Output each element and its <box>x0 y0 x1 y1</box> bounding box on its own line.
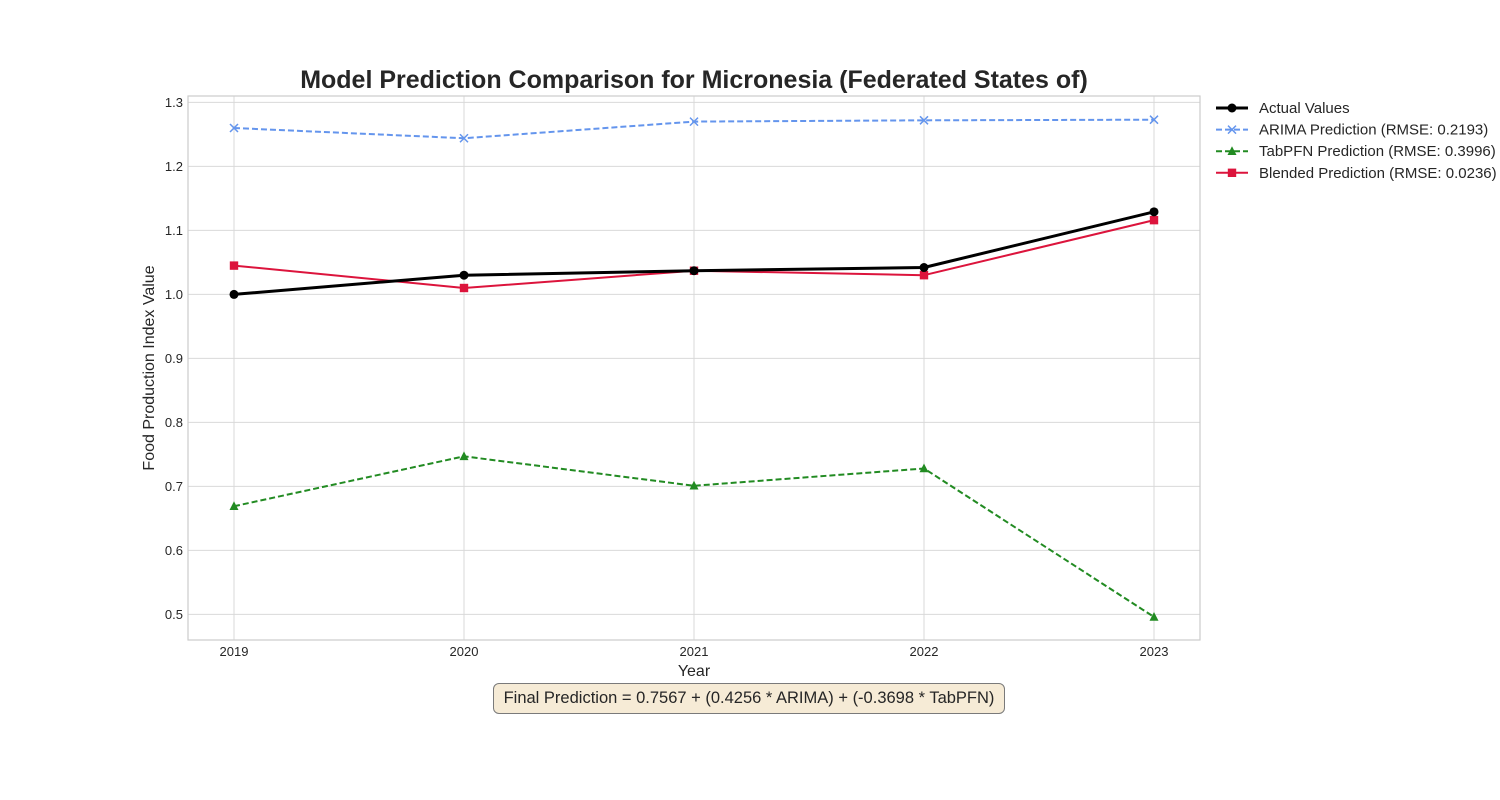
data-point-tabpfn-prediction <box>1149 611 1159 621</box>
data-point-tabpfn-prediction <box>689 480 699 490</box>
data-point-arima-prediction <box>229 123 239 133</box>
legend-item-blended-prediction: Blended Prediction (RMSE: 0.0236) <box>1216 165 1497 182</box>
data-point-actual-values <box>689 266 699 276</box>
grid <box>188 96 1200 640</box>
series-tabpfn-prediction <box>229 451 1159 621</box>
x-axis-label: Year <box>678 663 711 680</box>
data-point-actual-values <box>1149 207 1159 217</box>
y-axis-ticks: 0.5 0.6 0.7 0.8 0.9 1.0 1.1 1.2 1.3 <box>165 95 183 622</box>
legend-marker-tabpfn-prediction <box>1227 146 1237 155</box>
data-point-blended-prediction <box>229 261 239 270</box>
y-tick-label: 0.8 <box>165 415 183 430</box>
series-actual-values <box>229 207 1159 299</box>
data-point-actual-values <box>459 270 469 280</box>
legend-marker-actual-values <box>1227 103 1237 113</box>
y-tick-label: 0.5 <box>165 607 183 622</box>
x-tick-label: 2022 <box>910 644 939 659</box>
y-tick-label: 1.2 <box>165 159 183 174</box>
data-point-blended-prediction <box>459 283 469 293</box>
x-tick-label: 2020 <box>450 644 479 659</box>
y-tick-label: 1.0 <box>165 287 183 302</box>
legend-item-tabpfn-prediction: TabPFN Prediction (RMSE: 0.3996) <box>1216 143 1496 160</box>
y-tick-label: 0.9 <box>165 351 183 366</box>
legend-item-arima-prediction: ARIMA Prediction (RMSE: 0.2193) <box>1216 122 1488 139</box>
data-point-blended-prediction <box>919 271 929 280</box>
x-tick-label: 2023 <box>1140 644 1169 659</box>
x-tick-label: 2019 <box>220 644 249 659</box>
y-tick-label: 1.3 <box>165 95 183 110</box>
y-tick-label: 0.7 <box>165 479 183 494</box>
legend-marker-arima-prediction <box>1227 125 1237 135</box>
legend-label: ARIMA Prediction (RMSE: 0.2193) <box>1259 122 1488 139</box>
series-layer <box>229 115 1159 621</box>
x-tick-label: 2021 <box>680 644 709 659</box>
data-point-tabpfn-prediction <box>919 463 929 473</box>
data-point-arima-prediction <box>459 133 469 143</box>
data-point-blended-prediction <box>1149 215 1159 225</box>
data-point-arima-prediction <box>1149 115 1159 125</box>
legend-item-actual-values: Actual Values <box>1216 100 1350 117</box>
legend-marker-blended-prediction <box>1227 168 1237 177</box>
legend-label: Blended Prediction (RMSE: 0.0236) <box>1259 165 1497 182</box>
data-point-arima-prediction <box>919 115 929 125</box>
final-prediction-annotation: Final Prediction = 0.7567 + (0.4256 * AR… <box>493 683 1005 714</box>
data-point-tabpfn-prediction <box>229 501 239 511</box>
series-arima-prediction <box>229 115 1159 143</box>
data-point-actual-values <box>229 289 239 299</box>
y-tick-label: 0.6 <box>165 543 183 558</box>
legend-label: Actual Values <box>1259 100 1350 117</box>
legend-label: TabPFN Prediction (RMSE: 0.3996) <box>1259 143 1496 160</box>
series-line-tabpfn-prediction <box>233 455 1155 618</box>
x-axis-ticks: 2019 2020 2021 2022 2023 <box>220 644 1169 659</box>
data-point-actual-values <box>919 263 929 273</box>
data-point-arima-prediction <box>689 117 699 127</box>
legend: Actual Values ARIMA Prediction (RMSE: 0.2… <box>1216 100 1497 182</box>
plot-frame <box>187 95 1201 641</box>
chart-title: Model Prediction Comparison for Micrones… <box>300 66 1088 94</box>
y-tick-label: 1.1 <box>165 223 183 238</box>
data-point-tabpfn-prediction <box>459 451 469 461</box>
y-axis-label: Food Production Index Value <box>141 265 158 470</box>
